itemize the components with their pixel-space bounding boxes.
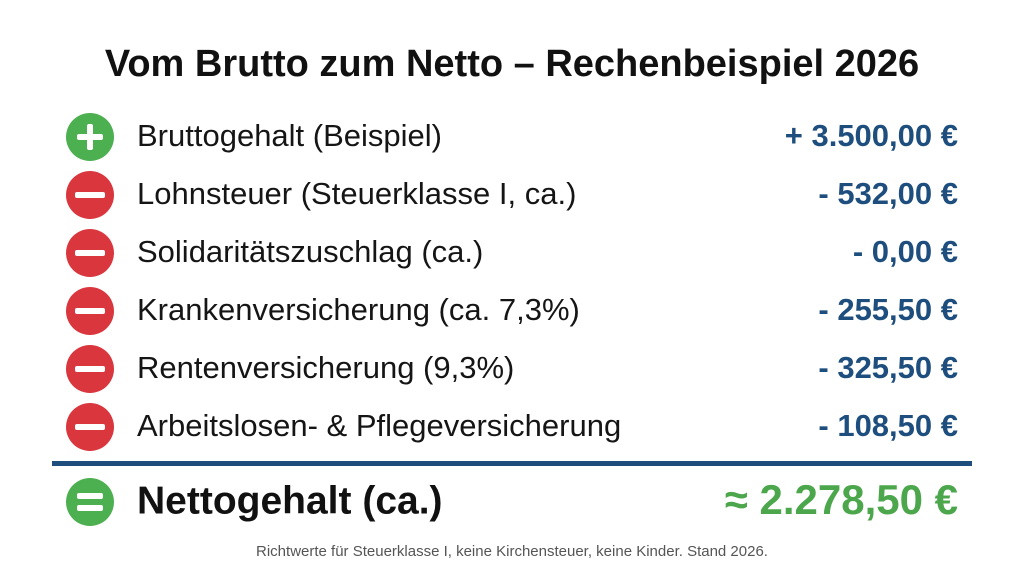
divider	[52, 461, 972, 466]
row-amount: + 3.500,00 €	[785, 118, 958, 153]
row-label: Krankenversicherung (ca. 7,3%)	[137, 292, 580, 327]
total-label: Nettogehalt (ca.)	[137, 479, 443, 522]
row-label: Arbeitslosen- & Pflegeversicherung	[137, 408, 621, 443]
title: Vom Brutto zum Netto – Rechenbeispiel 20…	[105, 43, 919, 85]
row-label: Rentenversicherung (9,3%)	[137, 350, 514, 385]
row-label: Bruttogehalt (Beispiel)	[137, 118, 442, 153]
row-label: Solidaritätszuschlag (ca.)	[137, 234, 483, 269]
icon-plus	[66, 113, 114, 161]
row-amount: - 0,00 €	[853, 234, 958, 269]
total-amount: ≈ 2.278,50 €	[725, 476, 958, 523]
row-amount: - 108,50 €	[818, 408, 958, 443]
row-amount: - 532,00 €	[818, 176, 958, 211]
row-amount: - 255,50 €	[818, 292, 958, 327]
icon-minus	[66, 171, 114, 451]
footnote: Richtwerte für Steuerklasse I, keine Kir…	[256, 543, 768, 560]
row-label: Lohnsteuer (Steuerklasse I, ca.)	[137, 176, 576, 211]
icon-equals	[66, 478, 114, 526]
row-amount: - 325,50 €	[818, 350, 958, 385]
